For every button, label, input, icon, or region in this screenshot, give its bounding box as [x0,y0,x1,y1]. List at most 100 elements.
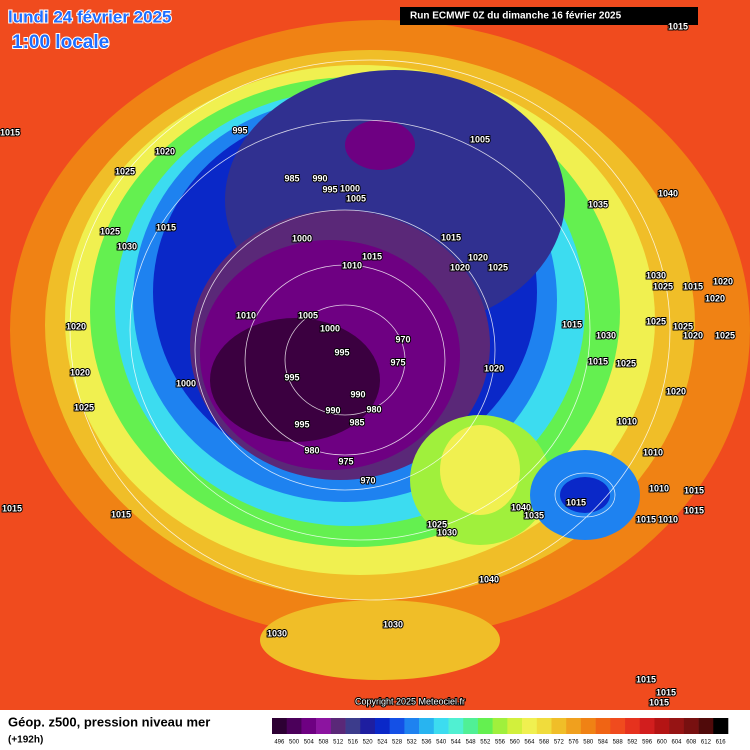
colorbar-label: 600 [657,740,668,746]
isobar-label: 1015 [0,127,20,137]
colorbar-label: 584 [598,740,609,746]
isobar-label: 970 [395,334,410,344]
isobar-label: 1015 [636,514,656,524]
isobar-label: 1040 [511,502,531,512]
colorbar-cell [272,718,288,734]
isobar-label: 1030 [646,270,666,280]
title: lundi 24 février 2025 [8,7,171,26]
colorbar-cell [669,718,685,734]
colorbar-cell [301,718,317,734]
colorbar-cell [345,718,361,734]
isobar-label: 1015 [588,356,608,366]
isobar-label: 1020 [66,321,86,331]
colorbar-label: 500 [289,740,300,746]
isobar-label: 975 [338,456,353,466]
isobar-label: 1040 [658,188,678,198]
colorbar-label: 548 [466,740,477,746]
isobar-label: 1020 [713,276,733,286]
isobar-label: 1025 [115,166,135,176]
colorbar-cell [698,718,714,734]
colorbar-cell [448,718,464,734]
isobar-label: 1000 [340,183,360,193]
colorbar-label: 496 [274,740,285,746]
isobar-label: 980 [304,445,319,455]
colorbar-label: 564 [524,740,535,746]
colorbar-label: 596 [642,740,653,746]
colorbar-label: 592 [627,740,638,746]
isobar-label: 995 [322,184,337,194]
isobar-label: 985 [349,417,364,427]
isobar-label: 1015 [156,222,176,232]
colorbar-label: 616 [716,740,727,746]
isobar-label: 1030 [383,619,403,629]
colorbar: 496 500 504 508 512 516 520 524 528 532 536 540 544 5… [272,718,729,746]
isobar-label: 1015 [668,21,688,31]
isobar-label: 1025 [646,316,666,326]
colorbar-cell [477,718,493,734]
isobar-label: 1000 [176,378,196,388]
colorbar-label: 572 [554,740,565,746]
isobar-label: 1010 [649,483,669,493]
copyright: Copyright 2025 Meteociel.fr [355,696,465,706]
isobar-label: 1015 [362,251,382,261]
colorbar-cell [463,718,479,734]
isobar-label: 1030 [117,241,137,251]
isobar-label: 1025 [74,402,94,412]
isobar-label: 1015 [684,485,704,495]
colorbar-cell [330,718,346,734]
lead-time: (+192h) [8,735,43,746]
isobar-label: 990 [350,389,365,399]
colorbar-cell [654,718,670,734]
colorbar-label: 520 [363,740,374,746]
run-box [400,7,698,25]
colorbar-cell [374,718,390,734]
colorbar-cell [610,718,626,734]
colorbar-cell [419,718,435,734]
isobar-label: 995 [232,125,247,135]
isobar-label: 995 [284,372,299,382]
colorbar-label: 612 [701,740,712,746]
colorbar-label: 568 [539,740,550,746]
colorbar-label: 608 [686,740,697,746]
isobar-label: 1005 [470,134,490,144]
isobar-label: 1000 [292,233,312,243]
isobar-label: 995 [294,419,309,429]
colorbar-cell [316,718,332,734]
colorbar-cell [713,718,729,734]
isobar-label: 1025 [653,281,673,291]
isobar-label: 1025 [715,330,735,340]
colorbar-cell [286,718,302,734]
colorbar-cell [522,718,538,734]
colorbar-cell [404,718,420,734]
isobar-label: 980 [366,404,381,414]
isobar-label: 1015 [111,509,131,519]
isobar-label: 1025 [100,226,120,236]
isobar-label: 1025 [488,262,508,272]
isobar-label: 1000 [320,323,340,333]
colorbar-label: 524 [377,740,388,746]
isobar-label: 1030 [596,330,616,340]
isobar-label: 1020 [705,293,725,303]
isobar-label: 1020 [484,363,504,373]
isobar-label: 1015 [636,674,656,684]
isobar-label: 1040 [479,574,499,584]
colorbar-cell [360,718,376,734]
colorbar-cell [683,718,699,734]
isobar-label: 1015 [656,687,676,697]
isobar-label: 1035 [588,199,608,209]
colorbar-cell [389,718,405,734]
subtitle: 1:00 locale [12,32,109,53]
colorbar-label: 528 [392,740,403,746]
isobar-label: 1030 [267,628,287,638]
colorbar-label: 512 [333,740,344,746]
colorbar-cell [566,718,582,734]
colorbar-label: 580 [583,740,594,746]
isobar-label: 1010 [617,416,637,426]
colorbar-cell [433,718,449,734]
isobar-label: 1025 [673,321,693,331]
isobar-label: 1010 [342,260,362,270]
isobar-label: 1020 [155,146,175,156]
colorbar-label: 516 [348,740,359,746]
colorbar-cell [595,718,611,734]
